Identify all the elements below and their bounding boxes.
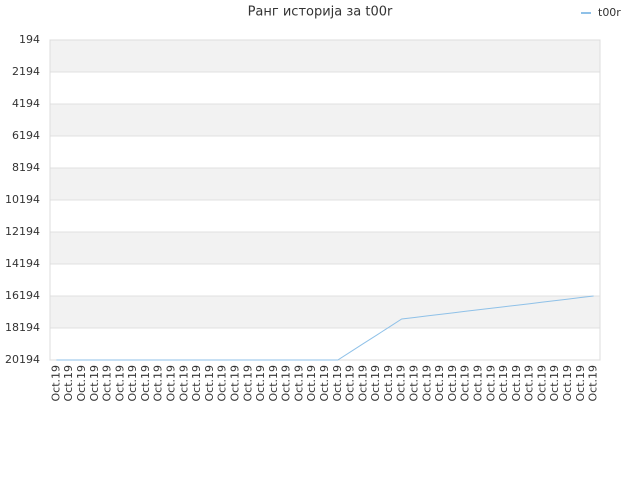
x-tick-label: Oct.19: [49, 365, 62, 402]
legend-label: t00r: [598, 6, 621, 19]
x-tick-label: Oct.19: [471, 365, 484, 402]
x-tick-label: Oct.19: [548, 365, 561, 402]
x-tick-label: Oct.19: [126, 365, 139, 402]
x-tick-label: Oct.19: [331, 365, 344, 402]
x-tick-label: Oct.19: [510, 365, 523, 402]
x-tick-label: Oct.19: [101, 365, 114, 402]
y-tick-label: 8194: [12, 161, 40, 174]
x-tick-label: Oct.19: [216, 365, 229, 402]
x-tick-label: Oct.19: [292, 365, 305, 402]
x-tick-label: Oct.19: [152, 365, 165, 402]
x-tick-label: Oct.19: [535, 365, 548, 402]
x-tick-label: Oct.19: [369, 365, 382, 402]
y-tick-label: 2194: [12, 65, 40, 78]
x-tick-label: Oct.19: [203, 365, 216, 402]
x-tick-label: Oct.19: [484, 365, 497, 402]
grid-band: [50, 168, 600, 200]
x-tick-label: Oct.19: [344, 365, 357, 402]
x-tick-label: Oct.19: [446, 365, 459, 402]
y-tick-label: 16194: [5, 289, 40, 302]
x-tick-label: Oct.19: [420, 365, 433, 402]
x-tick-label: Oct.19: [113, 365, 126, 402]
line-series: [56, 295, 594, 361]
x-tick-label: Oct.19: [408, 365, 421, 402]
x-tick-label: Oct.19: [356, 365, 369, 402]
x-tick-label: Oct.19: [241, 365, 254, 402]
x-tick-label: Oct.19: [497, 365, 510, 402]
x-tick-label: Oct.19: [254, 365, 267, 402]
chart-title: Ранг историја за t00r: [248, 5, 393, 20]
y-tick-label: 6194: [12, 129, 40, 142]
x-tick-label: Oct.19: [177, 365, 190, 402]
x-tick-label: Oct.19: [88, 365, 101, 402]
y-tick-label: 194: [19, 33, 40, 46]
x-tick-label: Oct.19: [305, 365, 318, 402]
x-tick-label: Oct.19: [574, 365, 587, 402]
x-tick-label: Oct.19: [561, 365, 574, 402]
y-tick-label: 20194: [5, 353, 40, 366]
y-tick-label: 18194: [5, 321, 40, 334]
x-tick-label: Oct.19: [228, 365, 241, 402]
grid-band: [50, 104, 600, 136]
x-tick-label: Oct.19: [280, 365, 293, 402]
x-tick-label: Oct.19: [190, 365, 203, 402]
y-tick-label: 4194: [12, 97, 40, 110]
y-tick-label: 14194: [5, 257, 40, 270]
x-tick-label: Oct.19: [139, 365, 152, 402]
x-tick-label: Oct.19: [267, 365, 280, 402]
x-tick-label: Oct.19: [395, 365, 408, 402]
x-tick-label: Oct.19: [318, 365, 331, 402]
x-tick-label: Oct.19: [75, 365, 88, 402]
x-tick-label: Oct.19: [382, 365, 395, 402]
grid-band: [50, 296, 600, 328]
x-tick-label: Oct.19: [459, 365, 472, 402]
y-tick-label: 10194: [5, 193, 40, 206]
grid-band: [50, 40, 600, 72]
x-tick-label: Oct.19: [62, 365, 75, 402]
y-tick-label: 12194: [5, 225, 40, 238]
x-tick-label: Oct.19: [523, 365, 536, 402]
x-tick-label: Oct.19: [587, 365, 600, 402]
grid-band: [50, 232, 600, 264]
x-tick-label: Oct.19: [433, 365, 446, 402]
x-tick-label: Oct.19: [165, 365, 178, 402]
